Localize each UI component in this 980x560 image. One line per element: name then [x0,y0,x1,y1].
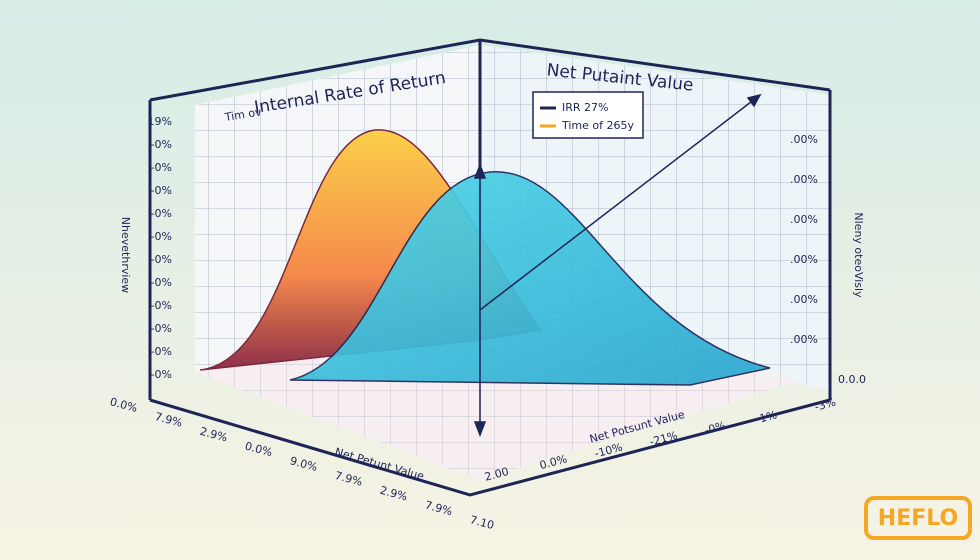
left-tick: -0% [151,138,172,151]
bottom-right-tick: 2.00 [483,465,510,484]
left-tick: 19% [148,115,172,128]
right-tick: .00% [790,213,818,226]
left-tick: -0% [151,184,172,197]
left-axis-label: Nhevethrview [119,217,132,293]
left-tick: -0% [151,161,172,174]
bottom-right-tick: 1% [758,408,778,425]
left-tick: -0% [151,207,172,220]
arrows [473,93,762,438]
left-tick: -0% [151,230,172,243]
left-tick: -0% [151,253,172,266]
right-axis-label: Nleny oteoVisly [852,212,865,298]
legend-label: Time of 265y [561,119,635,132]
right-tick: .00% [790,173,818,186]
left-tick: -0% [151,299,172,312]
bottom-left-tick: 7.10 [468,513,495,532]
left-tick: -0% [151,276,172,289]
legend-box [532,91,644,139]
tag: Tim ov [223,105,263,124]
bottom-right-tick: -0% [703,419,727,437]
bottom-right-tick: -3% [813,396,837,414]
right-tick: .00% [790,133,818,146]
logo: HEFLO [878,506,958,531]
right-tick: 0.0.0 [838,373,866,386]
left-tick: -0% [151,322,172,335]
cyan-curve [289,171,771,386]
logo-box [864,496,972,540]
legend-label: IRR 27% [562,101,608,114]
right-tick: .00% [790,293,818,306]
left-tick: -0% [151,345,172,358]
right-tick: .00% [790,333,818,346]
left-tick: -0% [151,368,172,381]
right-tick: .00% [790,253,818,266]
